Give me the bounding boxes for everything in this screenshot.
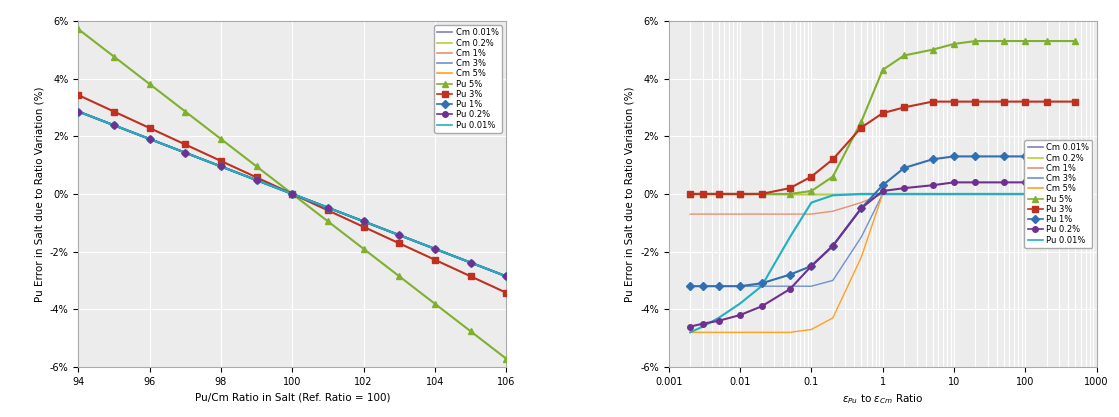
Legend: Cm 0.01%, Cm 0.2%, Cm 1%, Cm 3%, Cm 5%, Pu 5%, Pu 3%, Pu 1%, Pu 0.2%, Pu 0.01%: Cm 0.01%, Cm 0.2%, Cm 1%, Cm 3%, Cm 5%, … — [1025, 140, 1092, 248]
X-axis label: $\varepsilon_{Pu}$ to $\varepsilon_{Cm}$ Ratio: $\varepsilon_{Pu}$ to $\varepsilon_{Cm}$… — [841, 392, 923, 406]
Legend: Cm 0.01%, Cm 0.2%, Cm 1%, Cm 3%, Cm 5%, Pu 5%, Pu 3%, Pu 1%, Pu 0.2%, Pu 0.01%: Cm 0.01%, Cm 0.2%, Cm 1%, Cm 3%, Cm 5%, … — [434, 25, 502, 133]
Y-axis label: Pu Error in Salt due to Ratio Variation (%): Pu Error in Salt due to Ratio Variation … — [624, 86, 634, 301]
X-axis label: Pu/Cm Ratio in Salt (Ref. Ratio = 100): Pu/Cm Ratio in Salt (Ref. Ratio = 100) — [195, 392, 391, 402]
Y-axis label: Pu Error in Salt due to Ratio Variation (%): Pu Error in Salt due to Ratio Variation … — [35, 86, 44, 301]
